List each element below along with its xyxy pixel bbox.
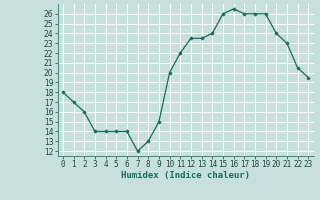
X-axis label: Humidex (Indice chaleur): Humidex (Indice chaleur) bbox=[121, 171, 250, 180]
